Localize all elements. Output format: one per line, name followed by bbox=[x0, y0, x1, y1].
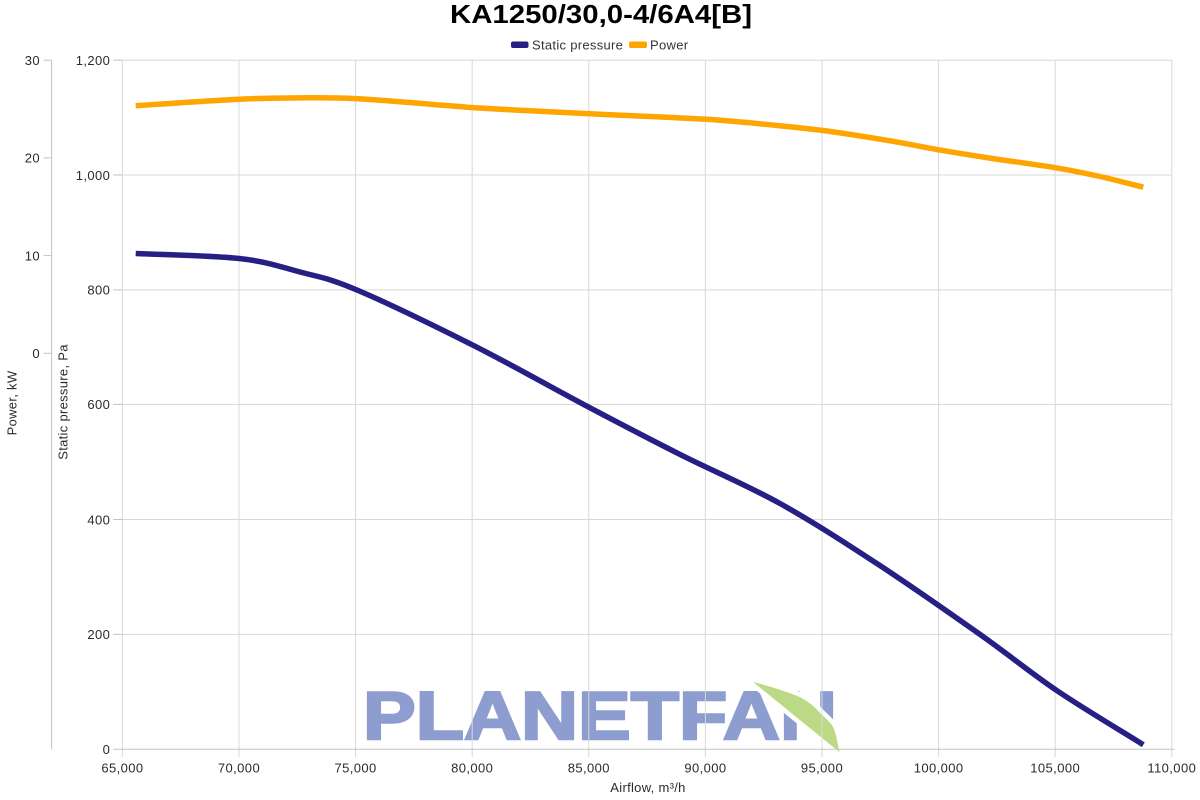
svg-text:Static pressure, Pa: Static pressure, Pa bbox=[56, 344, 71, 460]
svg-text:Power, kW: Power, kW bbox=[5, 370, 20, 435]
svg-text:Power: Power bbox=[650, 37, 689, 52]
svg-text:105,000: 105,000 bbox=[1030, 760, 1080, 775]
svg-text:70,000: 70,000 bbox=[218, 760, 260, 775]
svg-text:1,200: 1,200 bbox=[76, 53, 111, 68]
svg-text:Static pressure: Static pressure bbox=[532, 37, 623, 52]
svg-text:95,000: 95,000 bbox=[801, 760, 843, 775]
svg-text:20: 20 bbox=[25, 151, 40, 166]
svg-text:Airflow, m³/h: Airflow, m³/h bbox=[610, 780, 685, 795]
svg-text:KA1250/30,0-4/6A4[B]: KA1250/30,0-4/6A4[B] bbox=[450, 0, 752, 29]
svg-text:0: 0 bbox=[103, 742, 111, 757]
svg-text:110,000: 110,000 bbox=[1147, 760, 1196, 775]
svg-text:600: 600 bbox=[87, 397, 110, 412]
svg-text:90,000: 90,000 bbox=[684, 760, 726, 775]
svg-text:1,000: 1,000 bbox=[76, 168, 111, 183]
svg-text:100,000: 100,000 bbox=[914, 760, 964, 775]
svg-text:80,000: 80,000 bbox=[451, 760, 493, 775]
svg-text:10: 10 bbox=[25, 248, 40, 263]
svg-text:400: 400 bbox=[87, 512, 110, 527]
svg-text:200: 200 bbox=[87, 627, 110, 642]
svg-text:30: 30 bbox=[25, 53, 40, 68]
svg-text:65,000: 65,000 bbox=[101, 760, 143, 775]
svg-text:0: 0 bbox=[32, 346, 40, 361]
svg-text:800: 800 bbox=[87, 283, 110, 298]
svg-text:85,000: 85,000 bbox=[568, 760, 610, 775]
svg-text:75,000: 75,000 bbox=[335, 760, 377, 775]
